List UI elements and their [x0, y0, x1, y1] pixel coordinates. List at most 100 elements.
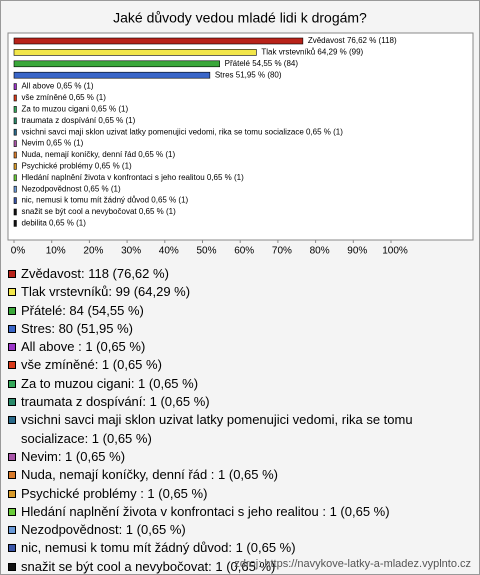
- bar: [13, 151, 17, 159]
- value-label: Nezodpovědnost 0,65 % (1): [21, 184, 121, 193]
- value-label: Přátelé 54,55 % (84): [225, 59, 299, 68]
- value-label: debilita 0,65 % (1): [21, 219, 86, 228]
- bar: [13, 197, 17, 204]
- legend-entry: Tlak vrstevníků: 99 (64,29 %): [7, 283, 447, 301]
- legend-swatch: [8, 398, 16, 407]
- legend-entry: Zvědavost: 118 (76,62 %): [7, 265, 447, 283]
- legend-label: vsichni savci maji sklon uzivat latky po…: [21, 412, 413, 446]
- bar: [13, 83, 17, 90]
- legend-swatch: [8, 306, 16, 315]
- legend-entry: Přátelé: 84 (54,55 %): [7, 302, 447, 320]
- legend-label: Za to muzou cigani: 1 (0,65 %): [21, 375, 199, 391]
- bar: [13, 94, 17, 102]
- legend-entry: Hledání naplnění života v konfrontaci s …: [7, 503, 447, 521]
- legend-entry: Za to muzou cigani: 1 (0,65 %): [7, 375, 447, 393]
- bar: [13, 49, 257, 56]
- bar: [13, 140, 17, 147]
- bar: [13, 163, 17, 170]
- legend: Zvědavost: 118 (76,62 %) Tlak vrstevníků:…: [7, 265, 447, 574]
- legend-swatch: [8, 507, 16, 516]
- legend-entry: Stres: 80 (51,95 %): [7, 320, 447, 338]
- legend-label: Hledání naplnění života v konfrontaci s …: [21, 503, 390, 519]
- x-tick-label: 0%: [11, 246, 26, 257]
- bar: [13, 71, 211, 79]
- legend-swatch: [8, 471, 16, 480]
- legend-entry: Nezodpovědnost: 1 (0,65 %): [7, 521, 447, 539]
- legend-label: Stres: 80 (51,95 %): [21, 320, 133, 336]
- value-label: Hledání naplnění života v konfrontaci s …: [21, 173, 244, 182]
- legend-label: nic, nemusi k tomu mít žádný důvod: 1 (0…: [21, 540, 296, 556]
- bar: [13, 60, 220, 68]
- x-tick-label: 60%: [234, 246, 254, 257]
- value-label: Psychické problémy 0,65 % (1): [21, 162, 132, 171]
- legend-label: Psychické problémy : 1 (0,65 %): [21, 485, 208, 501]
- legend-label: Nuda, nemají koníčky, denní řád : 1 (0,6…: [21, 467, 279, 483]
- legend-entry: vše zmíněné: 1 (0,65 %): [7, 356, 447, 374]
- bar: [13, 128, 17, 136]
- value-label: vše zmíněné 0,65 % (1): [21, 93, 106, 102]
- legend-entry: snažit se být cool a nevybočovat: 1 (0,6…: [7, 558, 447, 574]
- x-tick-label: 40%: [159, 246, 179, 257]
- x-tick-label: 10%: [46, 246, 66, 257]
- legend-entry: nic, nemusi k tomu mít žádný důvod: 1 (0…: [7, 539, 447, 557]
- legend-swatch: [8, 379, 16, 388]
- legend-label: Nevim: 1 (0,65 %): [21, 448, 126, 464]
- bar: [13, 37, 304, 45]
- legend-label: Nezodpovědnost: 1 (0,65 %): [21, 522, 186, 538]
- legend-entry: traumata z dospívání: 1 (0,65 %): [7, 393, 447, 411]
- x-tick-label: 100%: [382, 246, 408, 257]
- bar: [13, 185, 17, 193]
- legend-label: Tlak vrstevníků: 99 (64,29 %): [21, 284, 191, 300]
- legend-entry: Nuda, nemají koníčky, denní řád : 1 (0,6…: [7, 466, 447, 484]
- legend-label: Zvědavost: 118 (76,62 %): [21, 266, 169, 281]
- value-label: vsichni savci maji sklon uzivat latky po…: [21, 127, 343, 136]
- legend-label: Přátelé: 84 (54,55 %): [21, 302, 144, 318]
- legend-entry: vsichni savci maji sklon uzivat latky po…: [7, 411, 447, 448]
- bar: [13, 208, 17, 216]
- legend-entry: Nevim: 1 (0,65 %): [7, 448, 447, 466]
- value-label: snažit se být cool a nevybočovat 0,65 % …: [21, 207, 176, 216]
- legend-swatch: [8, 361, 16, 370]
- legend-swatch: [8, 288, 16, 297]
- value-label: All above 0,65 % (1): [21, 82, 93, 91]
- legend-swatch: [8, 270, 16, 278]
- value-label: traumata z dospívání 0,65 % (1): [21, 116, 135, 125]
- bar: [13, 174, 17, 182]
- value-label: Nuda, nemají koníčky, denní řád 0,65 % (…: [21, 150, 175, 159]
- legend-swatch: [8, 544, 16, 553]
- x-tick-label: 80%: [310, 246, 330, 257]
- chart: Jaké důvody vedou mladé lidi k drogám? 0…: [7, 10, 474, 257]
- value-label: nic, nemusi k tomu mít žádný důvod 0,65 …: [21, 196, 188, 205]
- bar: [13, 220, 17, 227]
- value-label: Za to muzou cigani 0,65 % (1): [21, 105, 128, 114]
- x-tick-label: 90%: [347, 246, 367, 257]
- legend-swatch: [8, 324, 16, 333]
- x-tick-label: 50%: [196, 246, 216, 257]
- legend-swatch: [8, 562, 16, 571]
- legend-swatch: [8, 452, 16, 461]
- legend-label: vše zmíněné: 1 (0,65 %): [21, 357, 162, 373]
- source: zdroj: https://navykove-latky-a-mladez.v…: [234, 558, 471, 570]
- legend-label: snažit se být cool a nevybočovat: 1 (0,6…: [21, 558, 276, 574]
- legend-label: traumata z dospívání: 1 (0,65 %): [21, 394, 210, 410]
- x-tick-label: 70%: [272, 246, 292, 257]
- value-label: Nevim 0,65 % (1): [21, 139, 83, 148]
- legend-swatch: [8, 526, 16, 535]
- value-label: Stres 51,95 % (80): [215, 70, 282, 79]
- chart-title: Jaké důvody vedou mladé lidi k drogám?: [113, 10, 367, 26]
- value-label: Tlak vrstevníků 64,29 % (99): [261, 48, 363, 57]
- value-label: Zvědavost 76,62 % (118): [308, 36, 397, 45]
- legend-label: All above : 1 (0,65 %): [21, 339, 146, 355]
- plot-area: [7, 32, 474, 241]
- x-tick-label: 30%: [121, 246, 141, 257]
- x-tick-label: 20%: [83, 246, 103, 257]
- legend-entry: Psychické problémy : 1 (0,65 %): [7, 485, 447, 503]
- legend-swatch: [8, 416, 16, 425]
- legend-entry: All above : 1 (0,65 %): [7, 338, 447, 356]
- legend-swatch: [8, 343, 16, 352]
- legend-swatch: [8, 489, 16, 498]
- bar: [13, 117, 17, 125]
- bar: [13, 106, 17, 113]
